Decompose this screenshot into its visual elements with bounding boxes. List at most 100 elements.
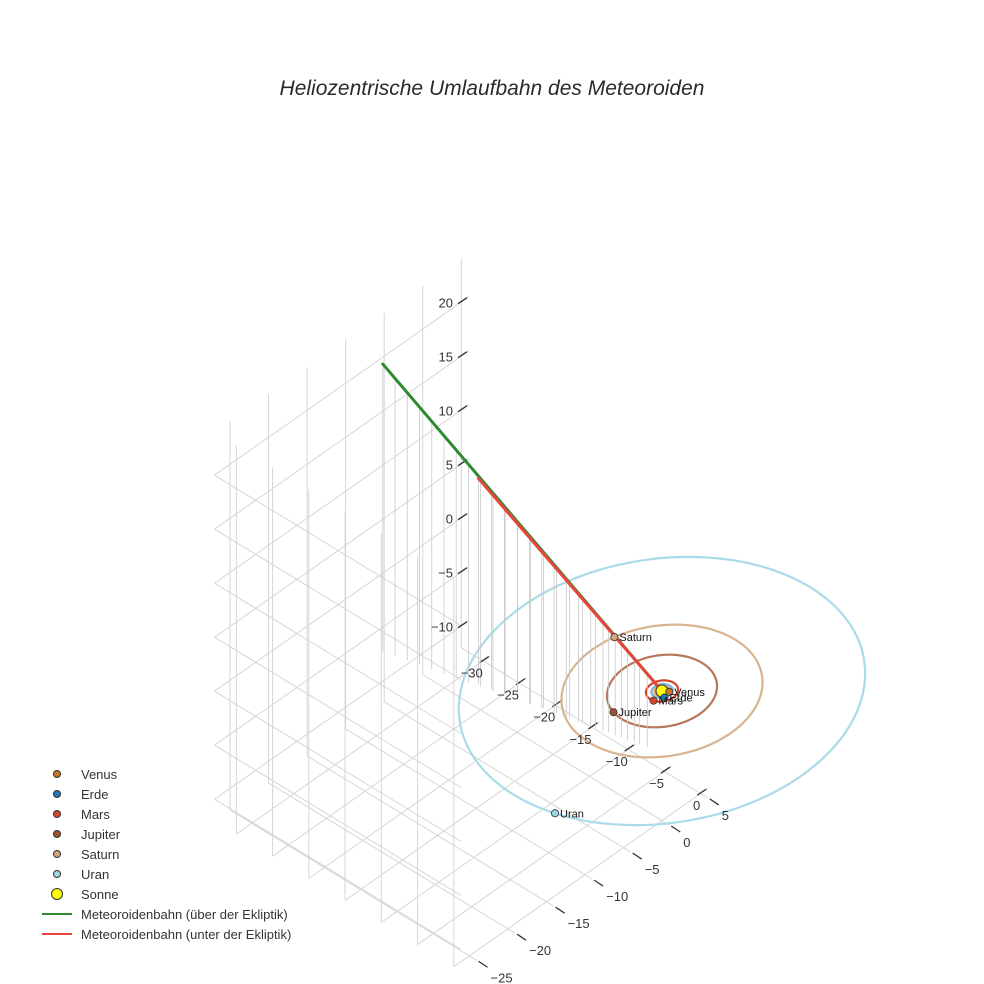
sidewall-gridline-z [214, 404, 470, 584]
y-tick-mark [709, 798, 720, 806]
sidewall-gridline-z [214, 296, 470, 476]
y-tick-mark [670, 825, 681, 833]
orbit-erde [650, 682, 674, 700]
y-tick-label: −20 [529, 943, 551, 958]
legend-symbol [40, 904, 74, 924]
orbit-jupiter [605, 653, 719, 729]
y-tick-mark [478, 960, 488, 968]
legend-item[interactable]: Sonne [40, 884, 291, 904]
legend-label: Meteoroidenbahn (unter der Ekliptik) [81, 926, 292, 942]
x-tick-mark [696, 788, 707, 796]
legend-line-swatch [42, 933, 72, 935]
legend-item[interactable]: Meteoroidenbahn (unter der Ekliptik) [40, 924, 291, 944]
legend-dot-swatch [53, 790, 61, 798]
y-tick-label: −5 [645, 862, 660, 877]
x-tick-label: −30 [461, 666, 483, 681]
y-tick-mark [555, 906, 565, 914]
y-tick-label: 0 [683, 835, 690, 850]
legend-dot-swatch [53, 810, 61, 818]
legend: Venus Erde Mars Jupiter Saturn Uran Sonne Meteo… [40, 764, 291, 944]
legend-label: Meteoroidenbahn (über der Ekliptik) [81, 906, 288, 922]
planet-marker-mars [649, 696, 658, 705]
sidewall-gridline-z [214, 620, 470, 800]
floor-gridline-y [345, 728, 593, 880]
legend-symbol [40, 784, 74, 804]
planet-marker-venus [665, 687, 674, 696]
z-tick-label: 10 [439, 404, 453, 419]
y-tick-label: 5 [722, 808, 729, 823]
axis-tick-labels: 20 15 10 5 0 −5 −10 0 −5 −10 −15 −20 −25 −30 5 0 −5 −10 −1… [431, 296, 729, 984]
drop-lines [382, 364, 648, 748]
legend-symbol [40, 884, 74, 904]
y-tick-label: −15 [568, 916, 590, 931]
sidewall-gridline-z [214, 512, 470, 692]
legend-item[interactable]: Uran [40, 864, 291, 884]
legend-item[interactable]: Jupiter [40, 824, 291, 844]
y-tick-label: −10 [606, 889, 628, 904]
x-tick-mark [660, 766, 671, 774]
z-tick-mark [457, 621, 468, 629]
x-tick-label: −25 [497, 688, 519, 703]
legend-item[interactable]: Meteoroidenbahn (über der Ekliptik) [40, 904, 291, 924]
z-tick-label: −5 [438, 566, 453, 581]
z-tick-label: 15 [439, 350, 453, 365]
legend-dot-swatch [53, 870, 61, 878]
floor-gridline-x [272, 677, 528, 857]
z-tick-mark [457, 405, 468, 413]
legend-label: Erde [81, 786, 109, 802]
z-tick-label: 20 [439, 296, 453, 311]
planet-label-saturn: Saturn [619, 632, 651, 644]
legend-item[interactable]: Venus [40, 764, 291, 784]
floor-gridline-x [344, 721, 600, 901]
floor-gridline-y [461, 647, 709, 799]
sidewall-gridline-z [214, 458, 470, 638]
floor-gridline-y [383, 701, 631, 853]
planet-label-mars: Mars [659, 696, 684, 708]
legend-symbol [40, 864, 74, 884]
z-tick-mark [457, 351, 468, 359]
legend-dot-swatch [53, 770, 61, 778]
grid-lines [214, 258, 720, 968]
orbit-saturn [560, 623, 764, 759]
planet-marker-saturn [610, 633, 619, 642]
planet-marker-erde [660, 693, 669, 702]
planet-label-erde: Erde [669, 693, 692, 705]
planet-marker-jupiter [609, 708, 618, 717]
legend-symbol [40, 804, 74, 824]
y-tick-label: −25 [491, 970, 513, 984]
legend-item[interactable]: Erde [40, 784, 291, 804]
chart-title: Heliozentrische Umlaufbahn des Meteoroid… [280, 77, 705, 100]
legend-dot-swatch [53, 830, 61, 838]
y-tick-mark [632, 852, 643, 860]
y-tick-mark [516, 933, 527, 941]
z-tick-label: −10 [431, 620, 453, 635]
legend-line-swatch [42, 913, 72, 915]
legend-symbol [40, 764, 74, 784]
sidewall-gridline-z [214, 350, 470, 530]
legend-label: Mars [81, 806, 110, 822]
backwall-gridline-z [214, 798, 462, 950]
floor-gridline-x [453, 787, 709, 968]
legend-label: Saturn [81, 846, 120, 862]
y-tick-mark [593, 879, 604, 887]
floor-gridline-x [417, 765, 673, 945]
legend-dot-swatch [53, 850, 61, 858]
legend-label: Venus [81, 766, 118, 782]
x-tick-mark [588, 722, 598, 730]
planet-label-jupiter: Jupiter [619, 707, 652, 719]
meteoroid-path-2 [476, 476, 664, 693]
z-tick-mark [457, 297, 468, 305]
legend-label: Jupiter [81, 826, 121, 842]
planet-label-venus: Venus [674, 687, 705, 699]
legend-item[interactable]: Mars [40, 804, 291, 824]
legend-item[interactable]: Saturn [40, 844, 291, 864]
legend-dot-swatch [51, 888, 63, 900]
x-tick-mark [624, 744, 635, 752]
legend-label: Uran [81, 866, 110, 882]
floor-gridline-y [268, 782, 516, 934]
sidewall-gridline-z [214, 566, 470, 746]
floor-gridline-x [381, 743, 637, 923]
legend-symbol [40, 844, 74, 864]
